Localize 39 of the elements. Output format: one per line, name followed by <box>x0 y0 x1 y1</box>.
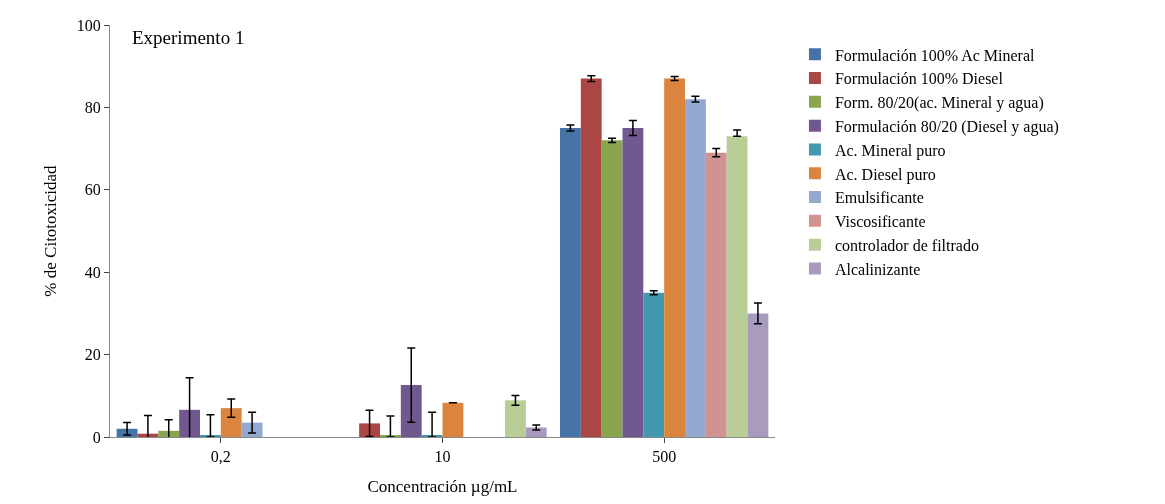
legend-label: Ac. Mineral puro <box>834 141 946 160</box>
bar <box>601 140 623 437</box>
y-tick-label: 60 <box>84 181 101 199</box>
y-tick-label: 0 <box>92 428 101 446</box>
legend-label: Formulación 100% Diesel <box>834 70 1004 88</box>
legend-label: controlador de filtrado <box>834 236 979 254</box>
y-tick-label: 40 <box>84 263 101 281</box>
bar <box>726 136 748 437</box>
x-axis-title: Concentración µg/mL <box>367 476 518 496</box>
legend-label: Formulación 100% Ac Mineral <box>834 46 1036 64</box>
x-tick-label: 500 <box>652 448 677 466</box>
bar <box>580 78 602 437</box>
legend-label: Ac. Diesel puro <box>834 165 936 184</box>
bar <box>747 313 769 437</box>
bar <box>705 152 727 437</box>
bar <box>685 99 706 437</box>
bar <box>158 430 180 437</box>
y-tick-label: 100 <box>76 16 101 34</box>
bar <box>622 128 644 437</box>
legend-label: Formulación 80/20 (Diesel y agua) <box>834 117 1059 136</box>
y-tick-label: 20 <box>84 346 101 364</box>
bar <box>442 402 464 437</box>
bar <box>400 385 422 437</box>
legend-label: Viscosificante <box>834 213 926 231</box>
x-tick-label: 0,2 <box>210 448 231 466</box>
y-axis-title: % de Citotoxicidad <box>41 164 61 297</box>
bar <box>559 128 581 437</box>
x-tick-label: 10 <box>434 448 451 466</box>
bar <box>505 400 526 437</box>
y-tick-label: 80 <box>84 99 101 116</box>
legend-label: Form. 80/20(ac. Mineral y agua) <box>834 94 1044 113</box>
legend-label: Alcalinizante <box>834 260 921 278</box>
bar <box>179 409 200 437</box>
legend-label: Emulsificante <box>834 189 924 207</box>
bar <box>220 408 242 437</box>
chart-title: Experimento 1 <box>132 27 245 48</box>
bar <box>359 423 380 437</box>
bar <box>643 292 665 437</box>
bar <box>664 78 685 437</box>
